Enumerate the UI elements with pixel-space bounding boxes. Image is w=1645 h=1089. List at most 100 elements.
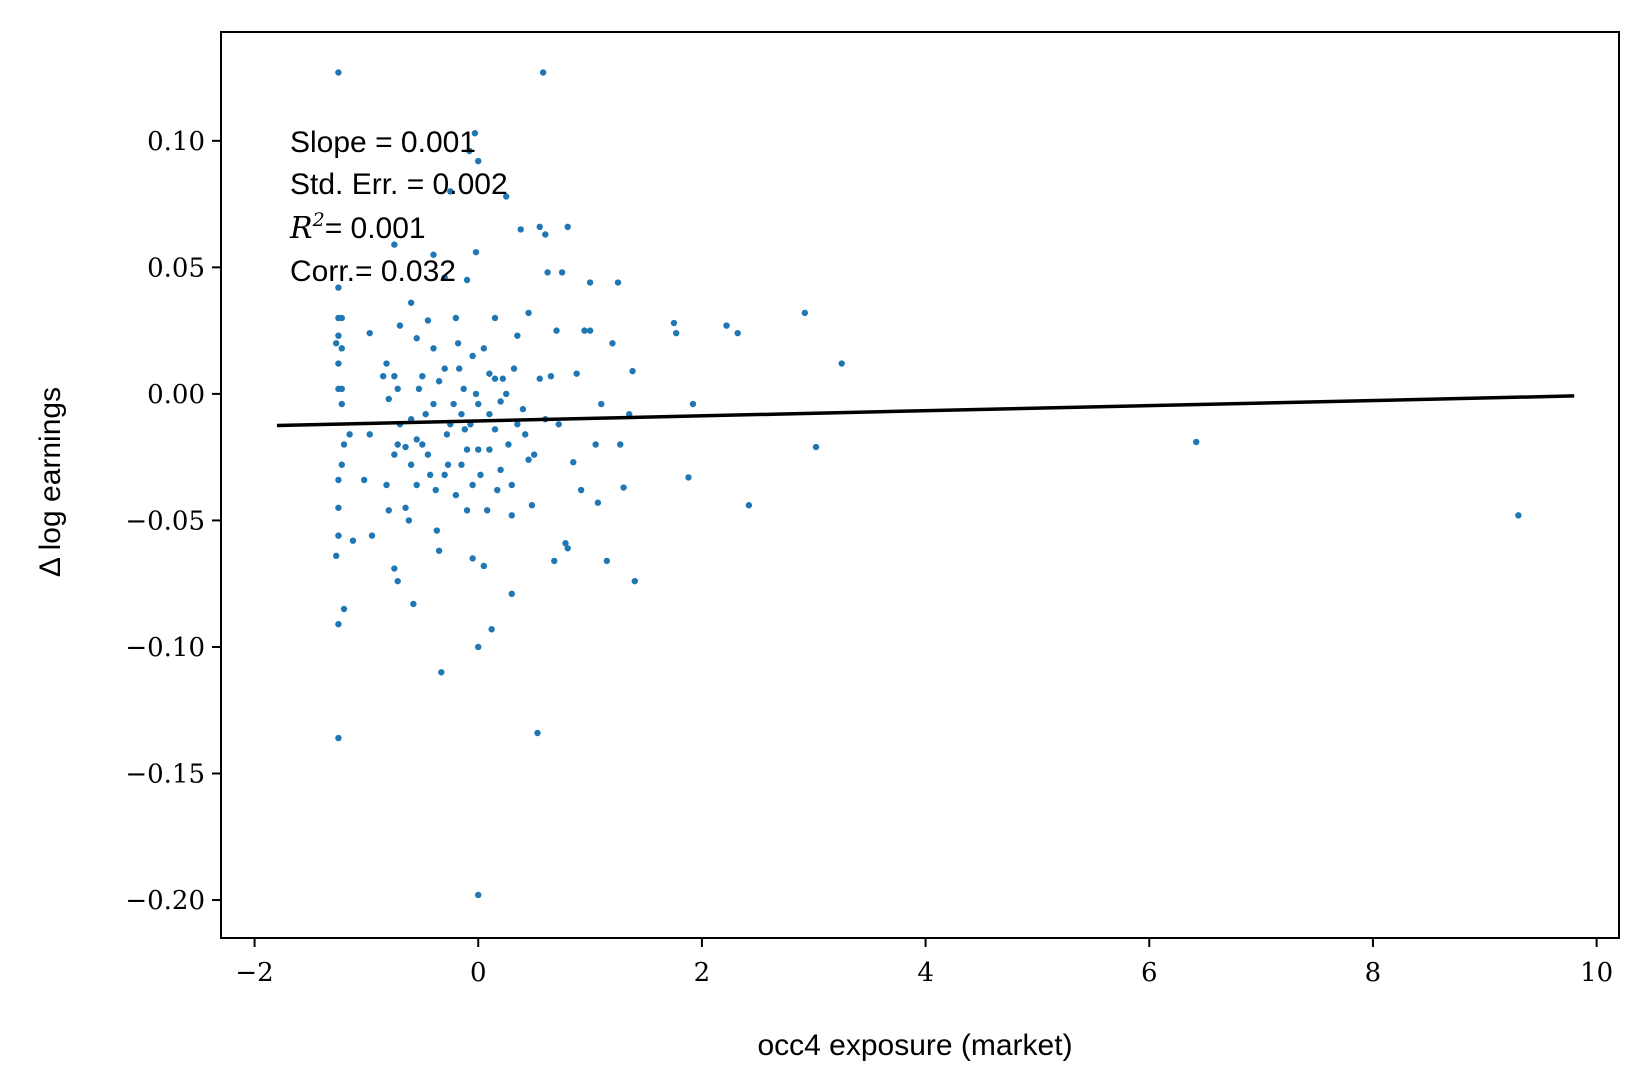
data-point: [458, 461, 465, 468]
data-point: [475, 643, 482, 651]
data-point: [573, 370, 580, 377]
stats-annotation: Slope = 0.001 Std. Err. = 0.002 R2= 0.00…: [289, 126, 508, 288]
data-point: [564, 223, 571, 231]
data-point: [586, 279, 594, 286]
data-point: [670, 319, 678, 327]
data-point: [553, 327, 560, 334]
data-point: [502, 193, 510, 200]
data-point: [338, 461, 345, 468]
data-point: [577, 486, 585, 494]
data-point: [463, 507, 471, 514]
data-point: [471, 130, 479, 137]
data-point: [335, 69, 342, 76]
data-point: [536, 223, 543, 231]
data-point: [745, 502, 753, 509]
data-point: [452, 314, 460, 322]
data-point: [494, 486, 501, 494]
data-point: [469, 352, 476, 360]
data-point: [407, 299, 415, 306]
data-point: [441, 471, 448, 479]
data-point: [631, 577, 639, 585]
data-point: [475, 157, 482, 165]
data-point: [525, 456, 532, 463]
data-point: [335, 504, 342, 511]
data-point: [441, 274, 448, 281]
data-point: [338, 314, 345, 322]
data-point: [444, 461, 452, 468]
fit-line-layer: [276, 394, 1575, 428]
data-point: [592, 441, 599, 448]
data-point: [430, 400, 437, 408]
data-point: [394, 385, 401, 393]
data-point: [338, 345, 345, 352]
data-point: [335, 532, 342, 539]
data-point: [499, 375, 507, 382]
y-axis-label: Δ log earnings: [34, 387, 67, 577]
data-point: [629, 367, 636, 375]
data-point: [422, 410, 429, 418]
data-point: [497, 398, 504, 405]
data-point: [672, 329, 680, 337]
data-point: [456, 365, 463, 372]
data-point: [508, 481, 515, 489]
data-point: [723, 322, 730, 329]
r-squared-value: = 0.001: [325, 212, 426, 245]
data-point: [396, 322, 404, 329]
data-point: [544, 269, 551, 276]
data-point: [454, 340, 462, 347]
data-point: [335, 476, 342, 484]
data-point: [480, 562, 488, 570]
annotation-corr: Corr.= 0.032: [290, 255, 456, 288]
annotation-std-err: Std. Err. = 0.002: [290, 168, 508, 201]
data-point: [491, 375, 499, 382]
data-point: [391, 372, 398, 380]
data-point: [488, 626, 495, 633]
x-tick-label: 8: [1365, 958, 1382, 988]
data-point: [472, 248, 480, 256]
data-point: [450, 400, 457, 408]
data-point: [812, 443, 820, 451]
data-point: [472, 390, 480, 398]
data-point: [447, 188, 454, 195]
y-tick-label: −0.10: [125, 633, 205, 663]
data-point: [391, 451, 398, 458]
data-point: [801, 309, 809, 317]
data-point: [617, 441, 624, 448]
y-axis-ticks: 0.10 0.05 0.00 −0.05 −0.10 −0.15 −0.20: [125, 127, 221, 916]
data-point: [475, 400, 482, 408]
data-point: [466, 147, 473, 155]
data-point: [332, 552, 340, 560]
data-point: [405, 517, 413, 524]
data-point: [402, 504, 409, 511]
data-point: [391, 565, 398, 572]
data-point: [477, 471, 484, 479]
data-point: [394, 577, 401, 585]
y-tick-label: −0.15: [125, 760, 205, 790]
data-point: [335, 734, 342, 742]
data-point: [419, 441, 426, 448]
data-point: [594, 499, 602, 506]
data-point: [534, 729, 541, 737]
r-squared-symbol: R: [289, 211, 313, 246]
data-point: [338, 385, 345, 393]
data-point: [502, 390, 510, 398]
data-point: [539, 69, 547, 76]
data-point: [407, 461, 415, 468]
data-point: [413, 436, 420, 443]
data-point: [435, 547, 443, 554]
data-point: [430, 345, 437, 352]
data-point: [536, 375, 543, 382]
data-point: [525, 309, 532, 317]
data-point: [547, 372, 555, 380]
data-point: [346, 431, 353, 438]
data-point: [555, 421, 562, 428]
data-point: [338, 400, 345, 408]
data-point: [486, 370, 493, 377]
data-point: [332, 340, 340, 347]
data-point: [469, 481, 476, 489]
data-point: [620, 484, 627, 491]
data-point: [486, 446, 493, 453]
data-point: [430, 251, 437, 258]
plot-frame: [220, 31, 1620, 939]
